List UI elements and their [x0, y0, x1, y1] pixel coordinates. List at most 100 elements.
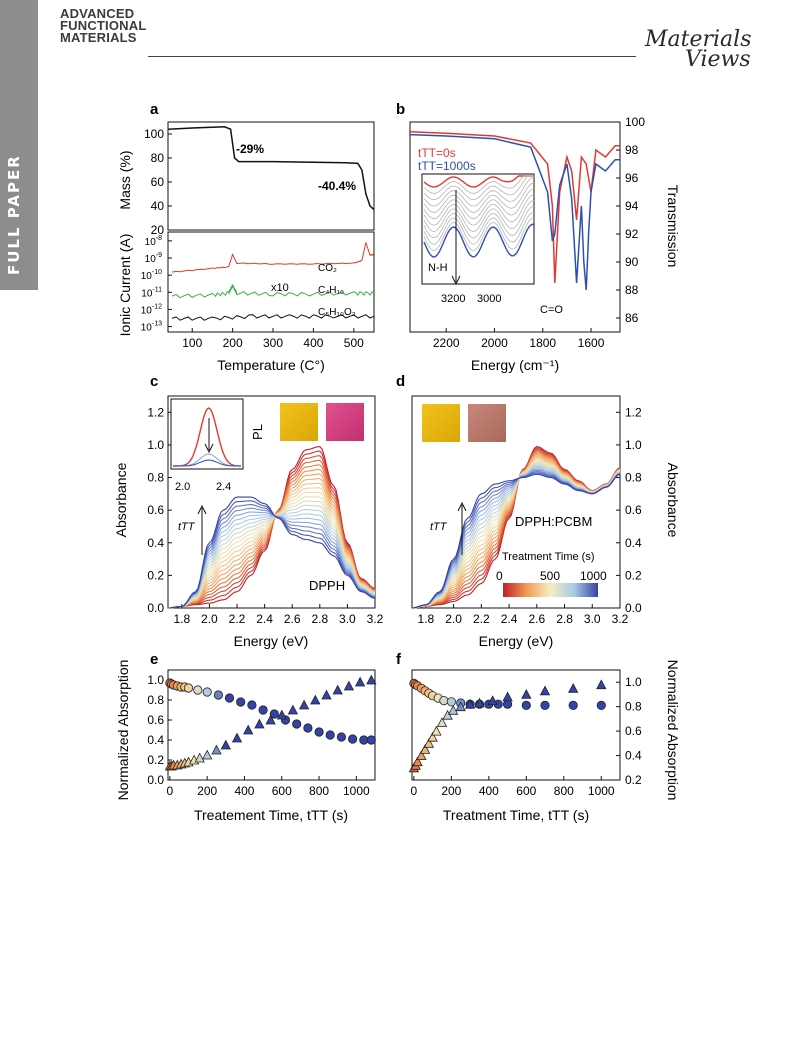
- a-bot-y-tick-exp: -9: [156, 252, 162, 259]
- e-circle-point: [202, 687, 212, 697]
- b-inset-line: [423, 206, 535, 239]
- panel-f-xticks: 0 200 400 600 800 1000: [411, 776, 615, 798]
- b-x-tick-label: 2000: [481, 336, 508, 350]
- panel-a-annotation-co2: CO₂: [318, 263, 337, 274]
- panel-b-lines: [409, 131, 620, 291]
- b-x-tick-label: 2200: [433, 336, 460, 350]
- d-y-tick-label: 1.0: [625, 438, 642, 452]
- panel-c-inset-tick-2.4: 2.4: [216, 481, 231, 493]
- a-top-y-tick-label: 60: [151, 175, 165, 189]
- e-circle-point: [336, 732, 346, 742]
- b-inset-arrowhead: [451, 275, 461, 286]
- panel-e: e 0.0 0.2 0.4 0.6 0.8 1.0 0 200 400 600 800 1000 N…: [115, 651, 377, 823]
- a-x-tick-label: 300: [263, 336, 283, 350]
- f-triangle-point: [412, 756, 423, 767]
- f-circle-point: [521, 700, 531, 711]
- panel-c-label: c: [150, 373, 158, 390]
- f-triangle-point: [442, 709, 453, 720]
- e-triangle-point: [254, 718, 265, 729]
- panel-c-frame: [167, 395, 376, 609]
- ion-line-1: [171, 283, 375, 299]
- e-x-tick-label: 400: [234, 784, 254, 798]
- panel-c-film-magenta: [326, 403, 364, 441]
- panel-c-ylabel: Absorbance: [113, 462, 129, 537]
- f-triangle-point: [539, 685, 551, 696]
- c-x-tick-label: 2.2: [229, 612, 246, 626]
- c-inset-pl-curve: [173, 459, 241, 467]
- e-circle-point: [236, 697, 246, 707]
- a-bot-y-tick-label: 10-13: [141, 321, 162, 334]
- panel-e-label: e: [150, 651, 158, 668]
- panel-c-dpp-label: DPPH: [309, 578, 345, 593]
- f-triangle-point: [568, 682, 579, 693]
- panel-a-bottom-frame: [167, 231, 375, 333]
- f-triangle-point: [448, 704, 459, 715]
- panel-d-frame: [411, 395, 621, 609]
- d-x-tick-label: 2.8: [556, 612, 573, 626]
- panel-d-colorbar-tick-0: 0: [496, 569, 503, 583]
- c-y-tick-label: 0.0: [147, 601, 164, 615]
- e-triangle-point: [287, 704, 299, 715]
- b-line-0s: [409, 131, 620, 284]
- b-y-tick-label: 90: [625, 255, 639, 269]
- panel-d-lines: [411, 446, 621, 609]
- panel-b-annotation-co: C=O: [540, 304, 563, 316]
- e-triangle-point: [354, 676, 366, 687]
- c-spectrum-10: [167, 491, 376, 609]
- b-inset-line: [423, 176, 535, 207]
- e-triangle-point: [194, 752, 205, 763]
- c-inset-pl-curve: [173, 407, 242, 467]
- f-y-tick-label: 0.2: [625, 773, 642, 787]
- f-triangle-point: [455, 701, 466, 712]
- panel-a-xlabel: Temperature (C°): [217, 357, 325, 373]
- a-x-tick-label: 100: [182, 336, 202, 350]
- f-x-tick-label: 200: [441, 784, 461, 798]
- c-x-tick-label: 2.0: [201, 612, 218, 626]
- panel-d: d 0.0 0.2 0.4 0.6 0.8 1.0 1.2 1.8 2.0 2.2 2.4 2.6 2…: [396, 373, 681, 649]
- panel-a-label: a: [150, 101, 159, 118]
- f-y-tick-label: 0.4: [625, 749, 642, 763]
- d-y-tick-label: 0.0: [625, 601, 642, 615]
- c-y-tick-label: 1.2: [147, 405, 164, 419]
- b-line-1000s: [409, 133, 620, 291]
- b-x-tick-label: 1600: [578, 336, 605, 350]
- e-triangle-point: [332, 684, 343, 695]
- e-y-tick-label: 0.8: [147, 693, 164, 707]
- f-triangle-point: [487, 695, 498, 705]
- f-circle-point: [540, 700, 550, 711]
- d-y-tick-label: 0.2: [625, 568, 642, 582]
- e-x-tick-label: 1000: [343, 784, 370, 798]
- panel-d-ylabel: Absorbance: [665, 463, 681, 538]
- c-spectrum-21: [167, 496, 376, 609]
- f-y-tick-label: 1.0: [625, 675, 642, 689]
- e-circle-point: [292, 719, 302, 729]
- f-circle-point: [439, 695, 449, 706]
- panel-b-yticks: 86 88 90 92 94 96 98 100: [616, 115, 645, 325]
- b-inset-line: [423, 194, 535, 226]
- journal-logo: ADVANCED FUNCTIONAL MATERIALS: [60, 7, 147, 44]
- side-tab: [0, 0, 38, 290]
- panel-c-xticks: 1.8 2.0 2.2 2.4 2.6 2.8 3.0 3.2: [173, 604, 384, 626]
- a-bot-y-tick-label: 10-12: [141, 303, 162, 316]
- e-circle-point: [303, 723, 313, 733]
- panel-a-xticks: 100 200 300 400 500: [182, 328, 364, 350]
- panel-b-inset-tick-3000: 3000: [477, 293, 501, 305]
- d-y-tick-label: 1.2: [625, 405, 642, 419]
- ion-line-0: [171, 242, 375, 273]
- d-x-tick-label: 2.2: [473, 612, 490, 626]
- panel-f-points: [408, 678, 607, 773]
- publisher-logo-line2: Views: [685, 47, 751, 72]
- b-inset-line: [423, 182, 535, 213]
- e-triangle-point: [231, 732, 243, 743]
- a-bot-y-tick-label: 10-11: [141, 286, 162, 299]
- e-circle-point: [213, 690, 223, 700]
- e-circle-point: [183, 683, 194, 693]
- c-x-tick-label: 2.4: [256, 612, 273, 626]
- panel-b-xlabel: Energy (cm⁻¹): [471, 357, 559, 373]
- e-circle-point: [325, 730, 335, 740]
- a-bot-y-tick-exp: -13: [152, 321, 162, 328]
- e-triangle-point: [243, 724, 254, 735]
- f-triangle-point: [596, 679, 607, 690]
- e-triangle-point: [310, 694, 321, 705]
